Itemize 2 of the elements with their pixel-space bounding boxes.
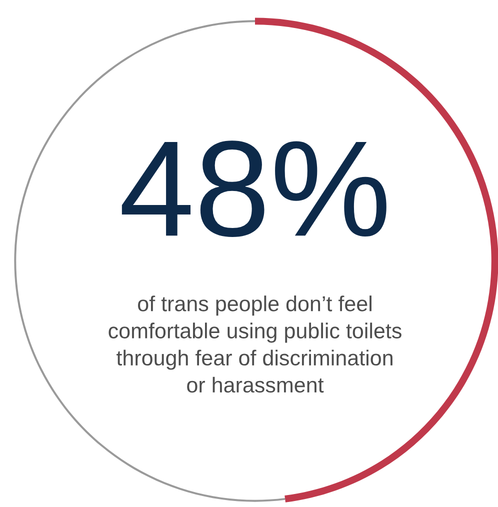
data-label: 48% bbox=[122, 140, 386, 238]
text: of trans people don’t feel comfortable using public toilets through fear of discrimination or harassment bbox=[108, 296, 402, 393]
